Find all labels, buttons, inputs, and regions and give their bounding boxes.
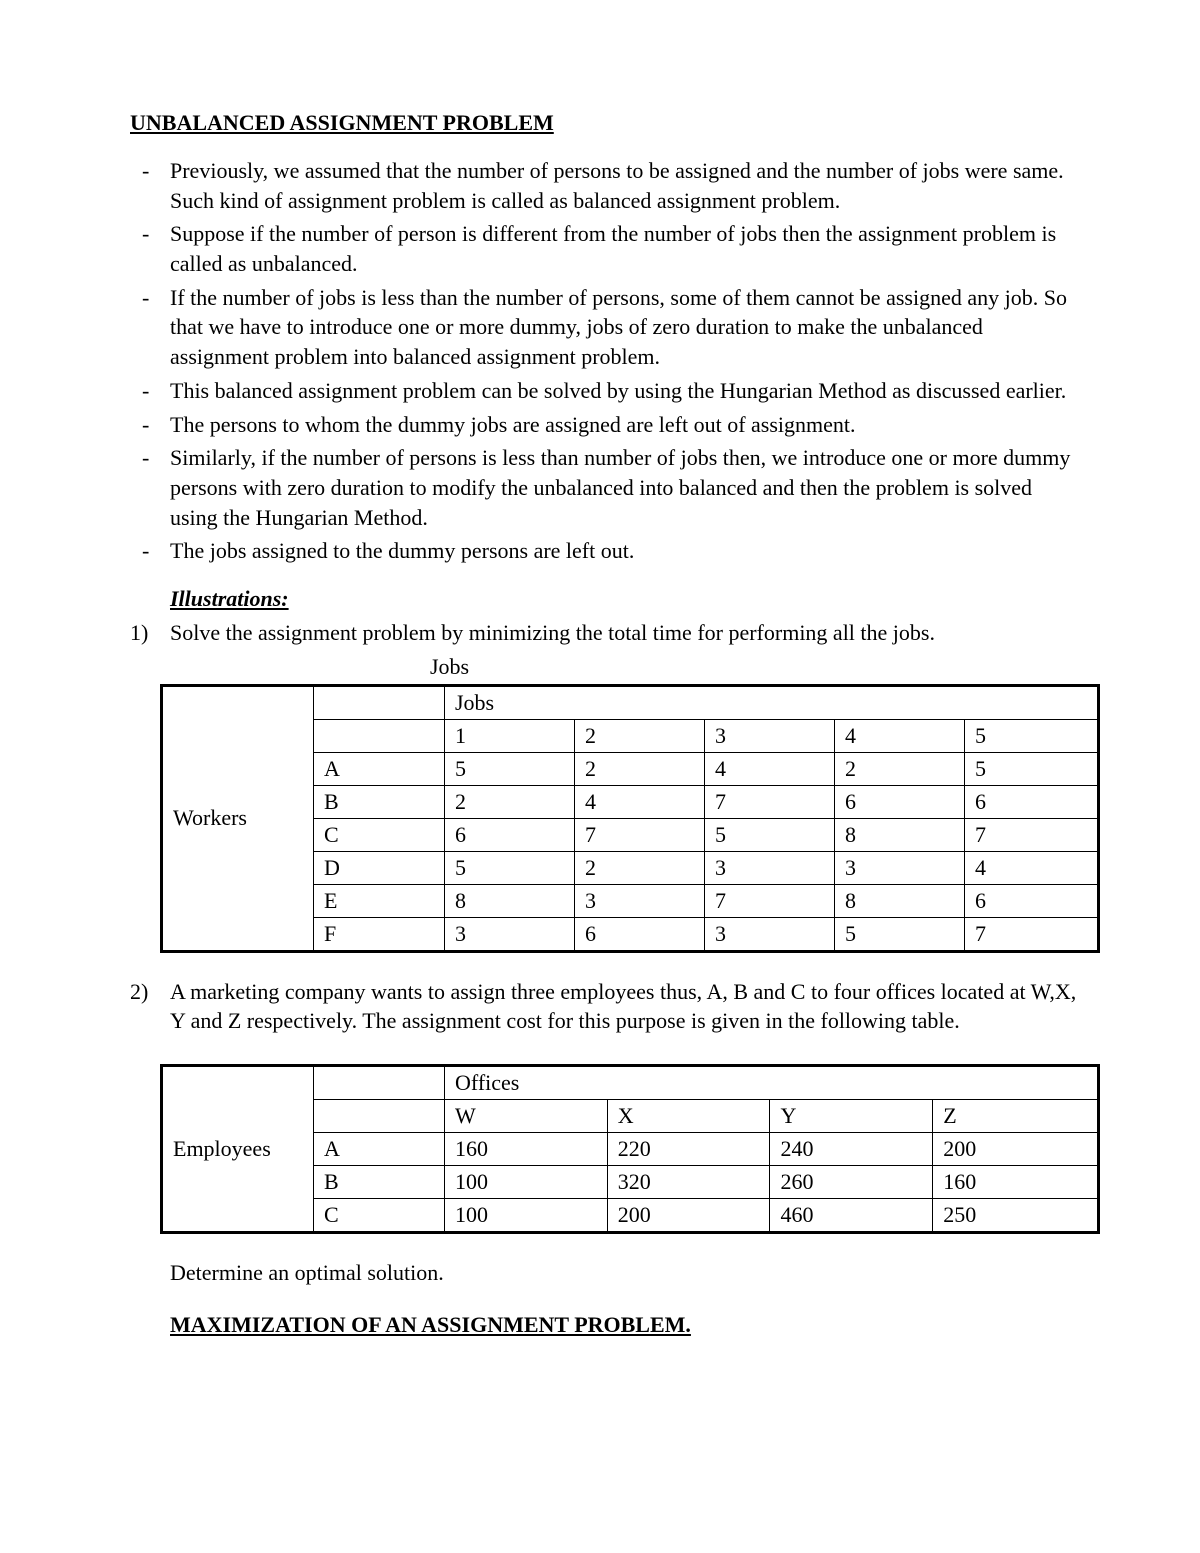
cell: 3 xyxy=(704,851,834,884)
row-key: A xyxy=(314,752,445,785)
cell: 4 xyxy=(964,851,1098,884)
row-key: C xyxy=(314,818,445,851)
cell: 8 xyxy=(834,884,964,917)
cell: 7 xyxy=(964,818,1098,851)
col-header: W xyxy=(445,1100,608,1133)
cell: 3 xyxy=(704,917,834,951)
cell: 250 xyxy=(933,1199,1099,1233)
col-header: 5 xyxy=(964,719,1098,752)
row-key: E xyxy=(314,884,445,917)
col-group-label: Jobs xyxy=(445,685,1099,719)
table-workers-jobs: Workers Jobs 1 2 3 4 5 A 5 2 4 2 5 B 2 4… xyxy=(160,684,1100,953)
cell: 7 xyxy=(574,818,704,851)
bullet-item: Previously, we assumed that the number o… xyxy=(170,156,1080,215)
illustrations-heading: Illustrations: xyxy=(170,586,1080,612)
cell: 8 xyxy=(445,884,575,917)
row-key: B xyxy=(314,1166,445,1199)
bullet-item: This balanced assignment problem can be … xyxy=(170,376,1080,406)
section-title-unbalanced: UNBALANCED ASSIGNMENT PROBLEM xyxy=(130,110,1080,136)
blank-cell xyxy=(314,1066,445,1100)
cell: 6 xyxy=(574,917,704,951)
row-key: B xyxy=(314,785,445,818)
cell: 8 xyxy=(834,818,964,851)
col-header: 4 xyxy=(834,719,964,752)
section-title-maximization: MAXIMIZATION OF AN ASSIGNMENT PROBLEM. xyxy=(170,1312,1080,1338)
col-header: Y xyxy=(770,1100,933,1133)
cell: 200 xyxy=(607,1199,770,1233)
cell: 160 xyxy=(445,1133,608,1166)
cell: 100 xyxy=(445,1166,608,1199)
bullet-list: Previously, we assumed that the number o… xyxy=(130,156,1080,566)
cell: 2 xyxy=(574,752,704,785)
question-text: A marketing company wants to assign thre… xyxy=(170,979,1076,1034)
row-group-label: Employees xyxy=(162,1066,314,1233)
bullet-item: Suppose if the number of person is diffe… xyxy=(170,219,1080,278)
cell: 7 xyxy=(964,917,1098,951)
question-text: Solve the assignment problem by minimizi… xyxy=(170,620,935,645)
cell: 320 xyxy=(607,1166,770,1199)
row-key: A xyxy=(314,1133,445,1166)
cell: 5 xyxy=(445,752,575,785)
col-header: X xyxy=(607,1100,770,1133)
question-number: 2) xyxy=(130,977,148,1007)
cell: 240 xyxy=(770,1133,933,1166)
question-2-followup: Determine an optimal solution. xyxy=(170,1258,1080,1288)
table1-caption: Jobs xyxy=(430,654,1080,680)
col-group-label: Offices xyxy=(445,1066,1099,1100)
question-number: 1) xyxy=(130,618,148,648)
cell: 3 xyxy=(574,884,704,917)
cell: 5 xyxy=(964,752,1098,785)
cell: 260 xyxy=(770,1166,933,1199)
bullet-item: The jobs assigned to the dummy persons a… xyxy=(170,536,1080,566)
cell: 460 xyxy=(770,1199,933,1233)
cell: 5 xyxy=(834,917,964,951)
bullet-item: The persons to whom the dummy jobs are a… xyxy=(170,410,1080,440)
row-key: C xyxy=(314,1199,445,1233)
cell: 2 xyxy=(574,851,704,884)
cell: 2 xyxy=(834,752,964,785)
document-page: UNBALANCED ASSIGNMENT PROBLEM Previously… xyxy=(0,0,1200,1553)
bullet-item: If the number of jobs is less than the n… xyxy=(170,283,1080,372)
col-header: Z xyxy=(933,1100,1099,1133)
cell: 5 xyxy=(445,851,575,884)
cell: 100 xyxy=(445,1199,608,1233)
cell: 160 xyxy=(933,1166,1099,1199)
table-employees-offices: Employees Offices W X Y Z A 160 220 240 … xyxy=(160,1064,1100,1234)
col-header: 1 xyxy=(445,719,575,752)
row-key: F xyxy=(314,917,445,951)
cell: 6 xyxy=(445,818,575,851)
blank-cell xyxy=(314,1100,445,1133)
cell: 7 xyxy=(704,785,834,818)
col-header: 3 xyxy=(704,719,834,752)
blank-cell xyxy=(314,719,445,752)
cell: 200 xyxy=(933,1133,1099,1166)
bullet-item: Similarly, if the number of persons is l… xyxy=(170,443,1080,532)
cell: 2 xyxy=(445,785,575,818)
cell: 4 xyxy=(704,752,834,785)
cell: 7 xyxy=(704,884,834,917)
cell: 6 xyxy=(964,785,1098,818)
question-2: 2) A marketing company wants to assign t… xyxy=(130,977,1080,1036)
cell: 3 xyxy=(445,917,575,951)
cell: 3 xyxy=(834,851,964,884)
row-key: D xyxy=(314,851,445,884)
cell: 6 xyxy=(834,785,964,818)
cell: 5 xyxy=(704,818,834,851)
question-1: 1) Solve the assignment problem by minim… xyxy=(130,618,1080,648)
cell: 6 xyxy=(964,884,1098,917)
cell: 220 xyxy=(607,1133,770,1166)
cell: 4 xyxy=(574,785,704,818)
row-group-label: Workers xyxy=(162,685,314,951)
col-header: 2 xyxy=(574,719,704,752)
blank-cell xyxy=(314,685,445,719)
